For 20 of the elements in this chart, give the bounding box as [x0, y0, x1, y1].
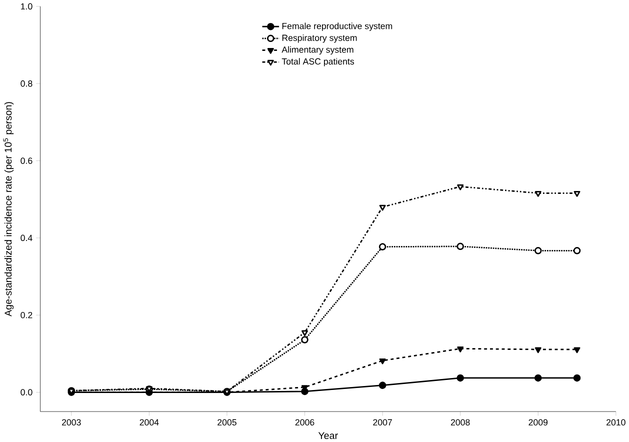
y-axis-title: Age-standardized incidence rate (per 10$^{5}$ person): [3, 102, 14, 316]
x-axis-title: Year: [318, 432, 338, 439]
y-tick-label: 0.0: [20, 388, 32, 396]
x-tick-label: 2004: [140, 419, 159, 426]
y-tick-label: 1.0: [21, 3, 32, 10]
x-tick-label: 2008: [450, 419, 470, 426]
x-tick-label: 2009: [528, 419, 548, 426]
x-tick-label: 2010: [606, 419, 626, 426]
legend-label: Total ASC patients: [282, 58, 354, 66]
x-tick-label: 2007: [373, 419, 392, 426]
x-tick-label: 2006: [295, 419, 314, 426]
y-tick-label: 0.4: [20, 234, 32, 241]
legend-label: Alimentary system: [282, 46, 354, 54]
y-tick-label: 0.8: [20, 80, 32, 87]
legend-label: Female reproductive system: [282, 22, 392, 31]
x-tick-label: 2005: [218, 419, 236, 426]
y-tick-label: 0.6: [20, 157, 32, 164]
legend-label: Respiratory system: [282, 34, 357, 43]
y-tick-label: 0.2: [20, 312, 32, 318]
x-tick-label: 2003: [62, 419, 81, 426]
